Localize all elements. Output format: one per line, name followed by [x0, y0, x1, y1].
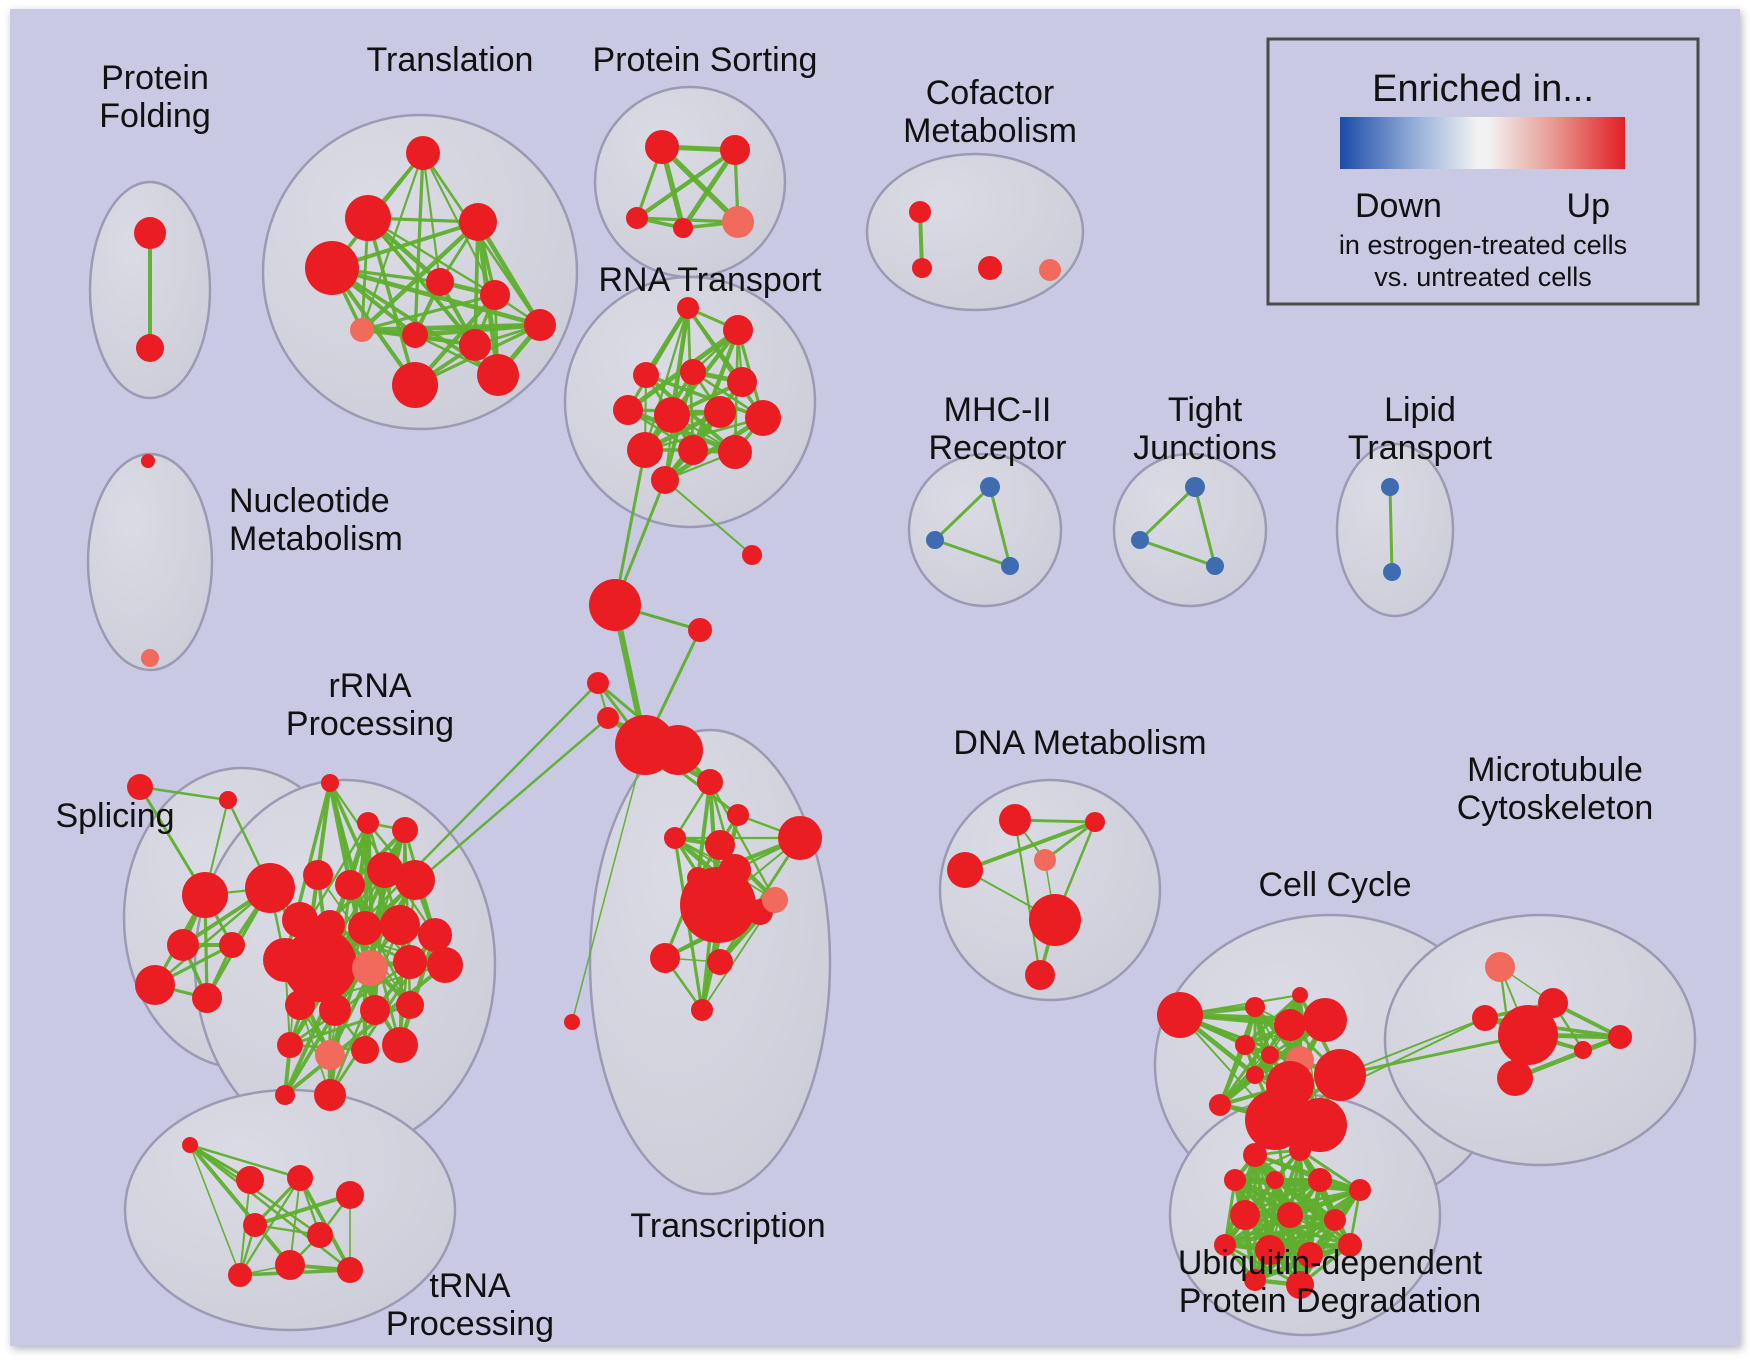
svg-text:Up: Up	[1567, 187, 1610, 225]
svg-text:vs. untreated cells: vs. untreated cells	[1374, 262, 1592, 292]
svg-text:in estrogen-treated cells: in estrogen-treated cells	[1339, 230, 1627, 260]
svg-text:Down: Down	[1355, 187, 1442, 225]
svg-text:Enriched in...: Enriched in...	[1372, 68, 1594, 110]
